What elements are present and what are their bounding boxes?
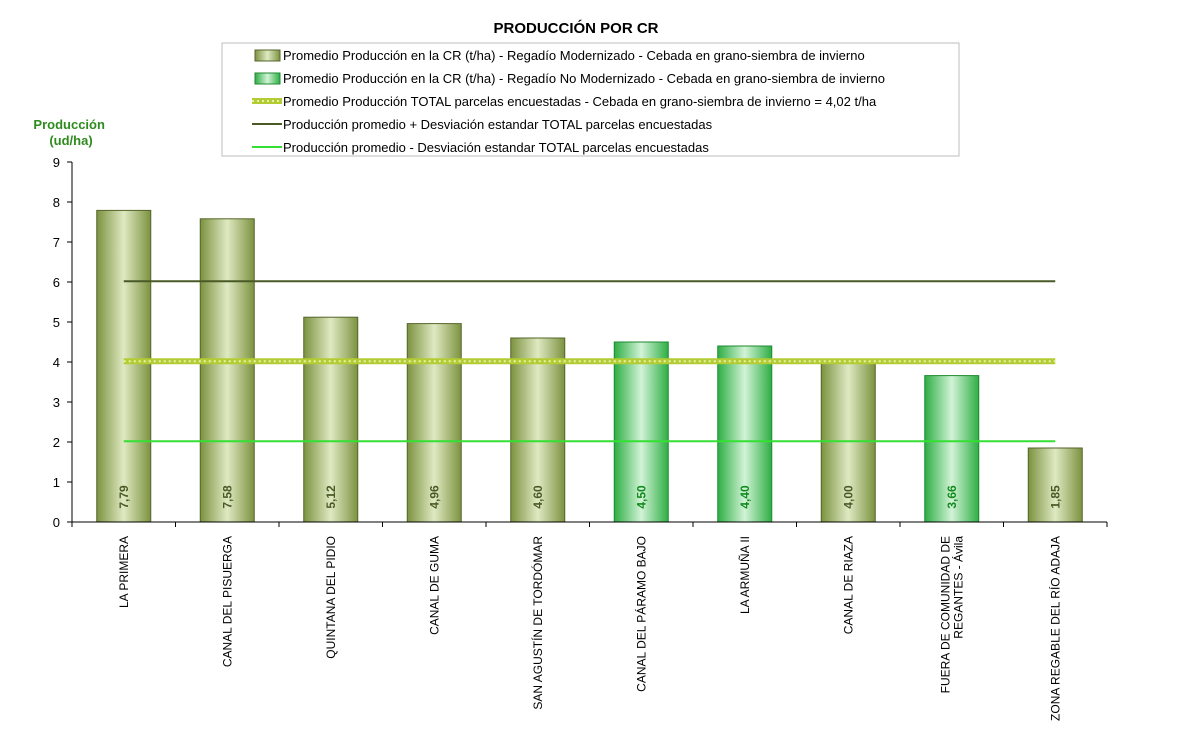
bar-modernizado: [406, 323, 462, 523]
legend-swatch-bar: [254, 72, 281, 85]
y-tick-label: 0: [53, 515, 60, 530]
bar-value-label: 4,40: [738, 485, 752, 509]
category-label: SAN AGUSTÍN DE TORDÓMAR: [530, 536, 545, 710]
category-label-line: CANAL DE RIAZA: [841, 536, 855, 634]
y-tick-label: 7: [53, 235, 60, 250]
legend-box: [221, 42, 960, 157]
category-label: CANAL DEL PÁRAMO BAJO: [633, 536, 648, 692]
category-label: QUINTANA DEL PIDIO: [324, 536, 338, 659]
category-label-line: FUERA DE COMUNIDAD DE: [938, 536, 952, 693]
y-tick-label: 8: [53, 195, 60, 210]
category-label-line: SAN AGUSTÍN DE TORDÓMAR: [530, 536, 545, 710]
category-label-line: CANAL DEL PÁRAMO BAJO: [633, 536, 648, 692]
bar-modernizado: [199, 218, 255, 523]
category-label-line: QUINTANA DEL PIDIO: [324, 536, 338, 659]
category-label: FUERA DE COMUNIDAD DEREGANTES - Ávila: [938, 536, 965, 694]
bar-modernizado: [303, 316, 359, 523]
bar-value-label: 4,00: [841, 485, 855, 509]
category-label-line: LA ARMUÑA II: [738, 536, 752, 614]
bar-value-label: 3,66: [945, 485, 959, 509]
category-label: CANAL DE RIAZA: [841, 536, 855, 634]
bar-no_modernizado: [924, 375, 980, 523]
bar-value-label: 7,79: [117, 485, 131, 509]
bar-value-label: 5,12: [324, 485, 338, 509]
category-label-line: REGANTES - Ávila: [950, 536, 965, 639]
bar-no_modernizado: [613, 341, 669, 523]
category-label: LA ARMUÑA II: [738, 536, 752, 614]
bar-value-label: 1,85: [1048, 485, 1062, 509]
category-label-line: CANAL DE GUMA: [427, 536, 441, 635]
legend-entry-label: Promedio Producción en la CR (t/ha) - Re…: [283, 71, 885, 86]
y-axis-ticks: 0 1 2 3 4 5 6 7 8 9: [53, 155, 72, 530]
category-label: CANAL DEL PISUERGA: [220, 536, 234, 667]
legend-entry-label: Producción promedio - Desviación estanda…: [283, 140, 709, 155]
bar-modernizado: [1027, 447, 1083, 523]
bar-no_modernizado: [717, 345, 773, 523]
category-label: ZONA REGABLE DEL RÍO ADAJA: [1047, 536, 1062, 721]
category-label: CANAL DE GUMA: [427, 536, 441, 635]
data-labels: 7,79 7,58 5,12 4,96 4,60 4,50 4,40 4,00 3,66 1,85: [117, 485, 1063, 509]
x-axis-categories: LA PRIMERA CANAL DEL PISUERGA QUINTANA DEL…: [117, 536, 1063, 721]
legend-entry-label: Promedio Producción en la CR (t/ha) - Re…: [283, 48, 865, 63]
bar-modernizado: [510, 337, 566, 523]
bar-value-label: 7,58: [220, 485, 234, 509]
y-axis-label: Producción (ud/ha): [33, 117, 108, 148]
y-tick-label: 1: [53, 475, 60, 490]
y-tick-label: 2: [53, 435, 60, 450]
category-label-line: LA PRIMERA: [117, 536, 131, 608]
chart-title: PRODUCCIÓN POR CR: [493, 19, 658, 37]
category-label: LA PRIMERA: [117, 536, 131, 608]
y-tick-label: 3: [53, 395, 60, 410]
axes: [71, 162, 1108, 527]
bars: [96, 209, 1083, 523]
legend: Promedio Producción en la CR (t/ha) - Re…: [221, 42, 960, 157]
reference-lines: [123, 280, 1056, 443]
y-axis-label-line-1: Producción: [33, 117, 105, 132]
y-tick-label: 9: [53, 155, 60, 170]
y-tick-label: 6: [53, 275, 60, 290]
y-tick-label: 5: [53, 315, 60, 330]
bar-value-label: 4,60: [531, 485, 545, 509]
y-axis-label-line-2: (ud/ha): [49, 133, 92, 148]
bar-modernizado: [96, 209, 152, 523]
bar-value-label: 4,96: [427, 485, 441, 509]
bar-value-label: 4,50: [634, 485, 648, 509]
legend-entry-label: Producción promedio + Desviación estanda…: [283, 117, 713, 132]
y-tick-label: 4: [53, 355, 60, 370]
category-label-line: CANAL DEL PISUERGA: [220, 536, 234, 667]
category-label-line: ZONA REGABLE DEL RÍO ADAJA: [1047, 536, 1062, 721]
legend-swatch-bar: [254, 49, 281, 62]
legend-entry-label: Promedio Producción TOTAL parcelas encue…: [283, 94, 877, 109]
